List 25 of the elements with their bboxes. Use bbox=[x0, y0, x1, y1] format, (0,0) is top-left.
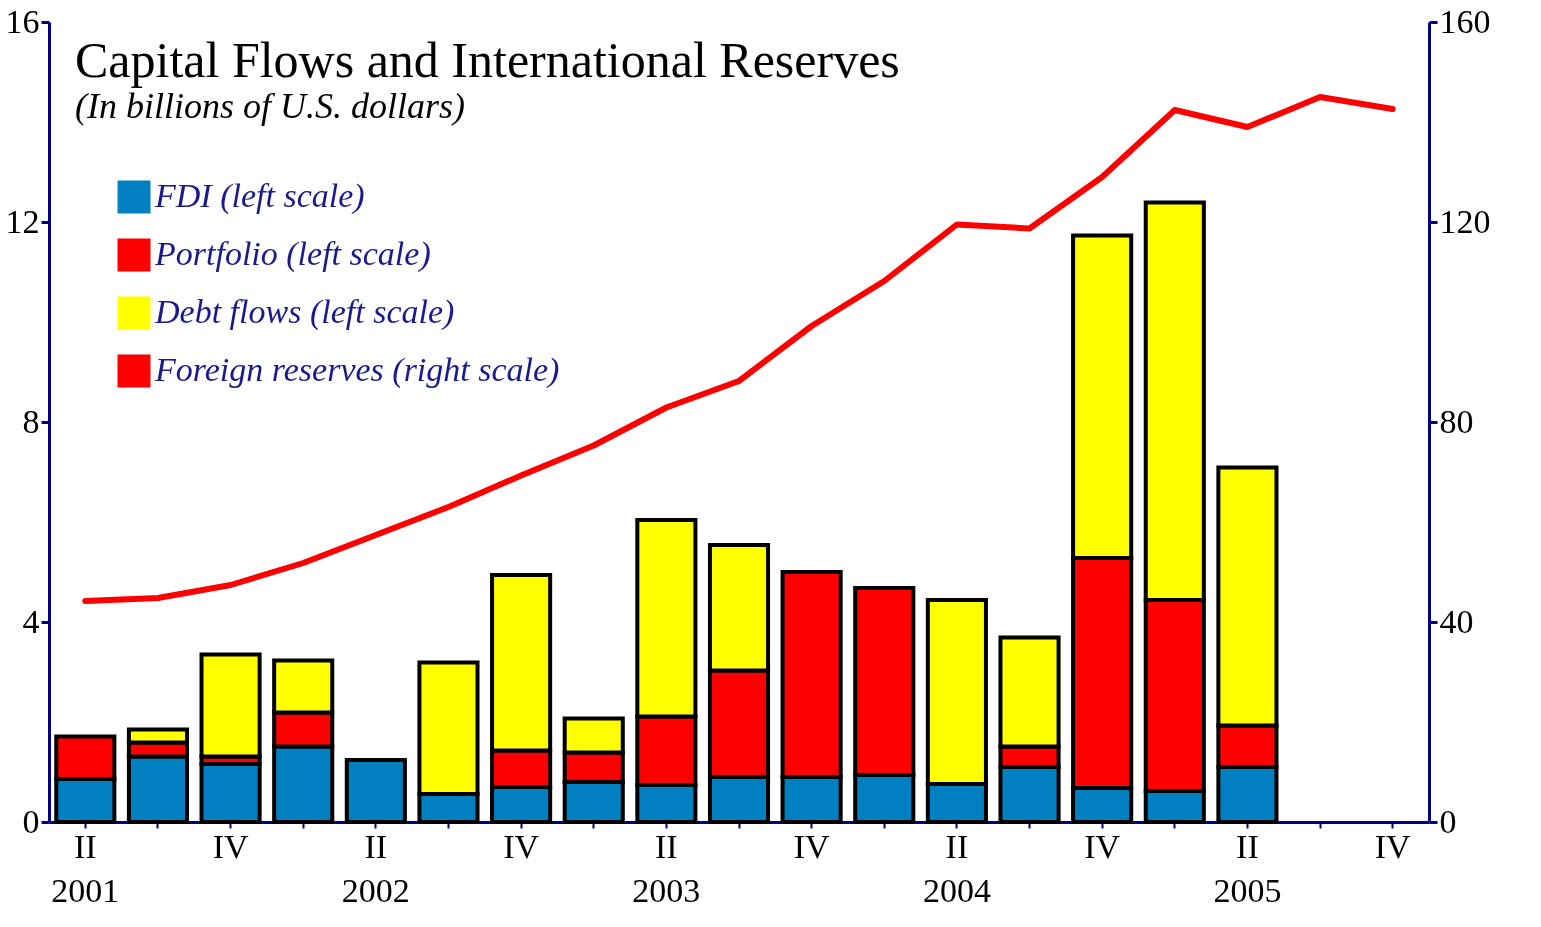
y2-tick-label: 120 bbox=[1439, 202, 1491, 240]
x-tick-label: IV bbox=[1084, 827, 1121, 865]
legend-label: Portfolio (left scale) bbox=[154, 235, 431, 273]
legend-label: Foreign reserves (right scale) bbox=[154, 351, 560, 389]
y-tick-label: 12 bbox=[5, 202, 40, 240]
y2-tick-label: 0 bbox=[1439, 802, 1457, 840]
y-tick-label: 8 bbox=[22, 402, 40, 440]
legend-label: Debt flows (left scale) bbox=[154, 293, 455, 331]
y-tick-label: 4 bbox=[22, 602, 40, 640]
x-tick-label: IV bbox=[503, 827, 540, 865]
x-tick-label: IV bbox=[1374, 827, 1412, 865]
x-tick-label: IV bbox=[793, 827, 831, 865]
x-tick-label: II 2002 bbox=[341, 827, 410, 909]
y-tick-label: 0 bbox=[22, 802, 40, 840]
x-tick-label: II 2003 bbox=[632, 827, 701, 909]
x-tick-label: II 2001 bbox=[51, 827, 120, 909]
legend-label: FDI (left scale) bbox=[154, 177, 365, 215]
chart-title: Capital Flows and International Reserves bbox=[75, 32, 900, 88]
y2-tick-label: 80 bbox=[1439, 402, 1474, 440]
x-tick-label: II 2004 bbox=[922, 827, 991, 909]
y2-tick-label: 40 bbox=[1439, 602, 1474, 640]
x-tick-label: IV bbox=[212, 827, 249, 865]
y-tick-label: 16 bbox=[5, 2, 40, 40]
y2-tick-label: 160 bbox=[1439, 2, 1491, 40]
x-tick-label: II 2005 bbox=[1213, 827, 1282, 909]
